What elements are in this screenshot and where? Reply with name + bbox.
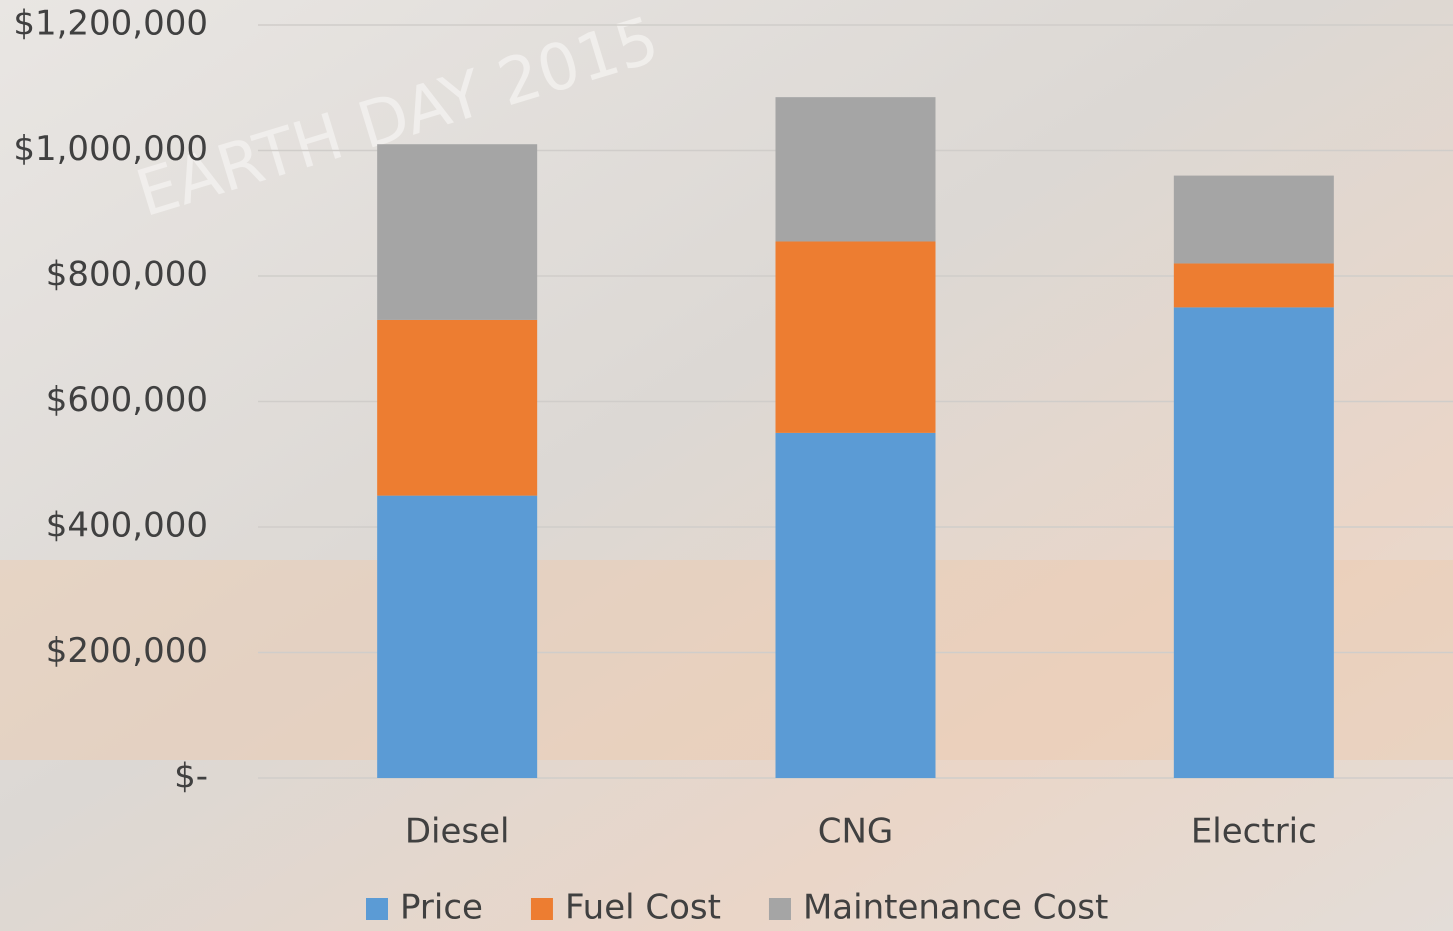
bar-segment: [776, 241, 936, 432]
legend-swatch: [769, 898, 791, 920]
legend-swatch: [366, 898, 388, 920]
y-tick-label: $400,000: [46, 506, 208, 546]
y-tick-label: $600,000: [46, 380, 208, 420]
y-tick-label: $-: [174, 757, 208, 797]
x-tick-label: Diesel: [405, 812, 510, 852]
legend-label: Maintenance Cost: [803, 888, 1108, 928]
bar-segment: [377, 144, 537, 320]
bar-segment: [1174, 176, 1334, 264]
y-tick-label: $800,000: [46, 255, 208, 295]
legend-swatch: [531, 898, 553, 920]
x-tick-label: Electric: [1191, 812, 1317, 852]
page: EARTH DAY 2015 $-$200,000$400,000$600,00…: [0, 0, 1453, 931]
y-tick-label: $1,200,000: [13, 4, 208, 44]
legend-label: Price: [400, 888, 483, 928]
bar-segment: [377, 496, 537, 778]
chart: EARTH DAY 2015 $-$200,000$400,000$600,00…: [0, 0, 1453, 931]
bar-segment: [776, 433, 936, 778]
bar-segment: [1174, 307, 1334, 778]
y-tick-label: $200,000: [46, 631, 208, 671]
bar-segment: [776, 97, 936, 241]
x-tick-label: CNG: [818, 812, 894, 852]
bar-segment: [1174, 263, 1334, 307]
y-tick-label: $1,000,000: [13, 129, 208, 169]
legend-label: Fuel Cost: [565, 888, 721, 928]
bar-segment: [377, 320, 537, 496]
